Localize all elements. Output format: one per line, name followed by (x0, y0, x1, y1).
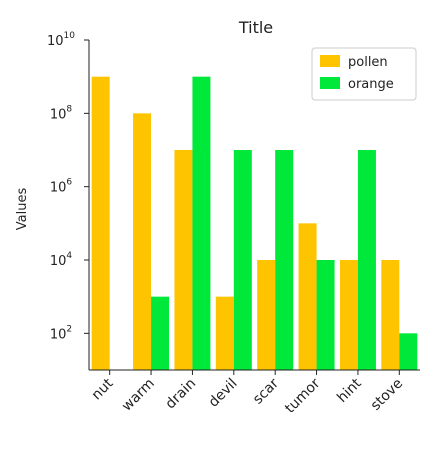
y-tick-label: 1010 (47, 31, 75, 49)
x-tick-label-hint: hint (334, 375, 365, 406)
bar-orange-devil (233, 150, 252, 370)
bar-orange-hint (357, 150, 376, 370)
bar-pollen-scar (257, 260, 276, 370)
bar-orange-drain (192, 76, 211, 371)
y-tick-label: 104 (50, 251, 73, 269)
legend-swatch-orange (320, 77, 340, 89)
bar-pollen-stove (381, 260, 400, 370)
bar-pollen-drain (174, 150, 193, 370)
y-tick-label: 102 (50, 324, 72, 342)
x-tick-label-tumor: tumor (282, 375, 323, 416)
legend: pollen orange (311, 47, 417, 101)
x-tick-label-scar: scar (250, 375, 282, 407)
chart-title: Title (238, 18, 273, 37)
bar-orange-tumor (316, 260, 335, 370)
y-axis-ticks: 102 104 106 108 1010 (47, 31, 89, 342)
legend-label-pollen: pollen (348, 55, 388, 70)
bar-orange-scar (275, 150, 294, 370)
bar-pollen-devil (215, 296, 234, 370)
bar-pollen-hint (339, 260, 358, 370)
x-tick-label-drain: drain (163, 376, 200, 413)
bar-orange-warm (151, 296, 170, 370)
x-tick-label-devil: devil (206, 376, 241, 411)
x-tick-label-warm: warm (119, 376, 158, 415)
bars-layer (91, 76, 418, 371)
y-axis-label: Values (15, 188, 30, 231)
x-axis-ticks: nut warm drain devil scar tumor hint stove (89, 370, 406, 417)
bar-pollen-warm (133, 113, 152, 370)
y-tick-label: 108 (50, 104, 73, 122)
x-tick-label-stove: stove (368, 376, 406, 414)
x-tick-label-nut: nut (89, 375, 117, 403)
legend-label-orange: orange (348, 77, 394, 92)
bar-pollen-tumor (298, 223, 317, 370)
bar-orange-stove (399, 333, 418, 370)
y-tick-label: 106 (50, 178, 73, 196)
legend-swatch-pollen (320, 55, 340, 67)
bar-pollen-nut (91, 76, 110, 371)
